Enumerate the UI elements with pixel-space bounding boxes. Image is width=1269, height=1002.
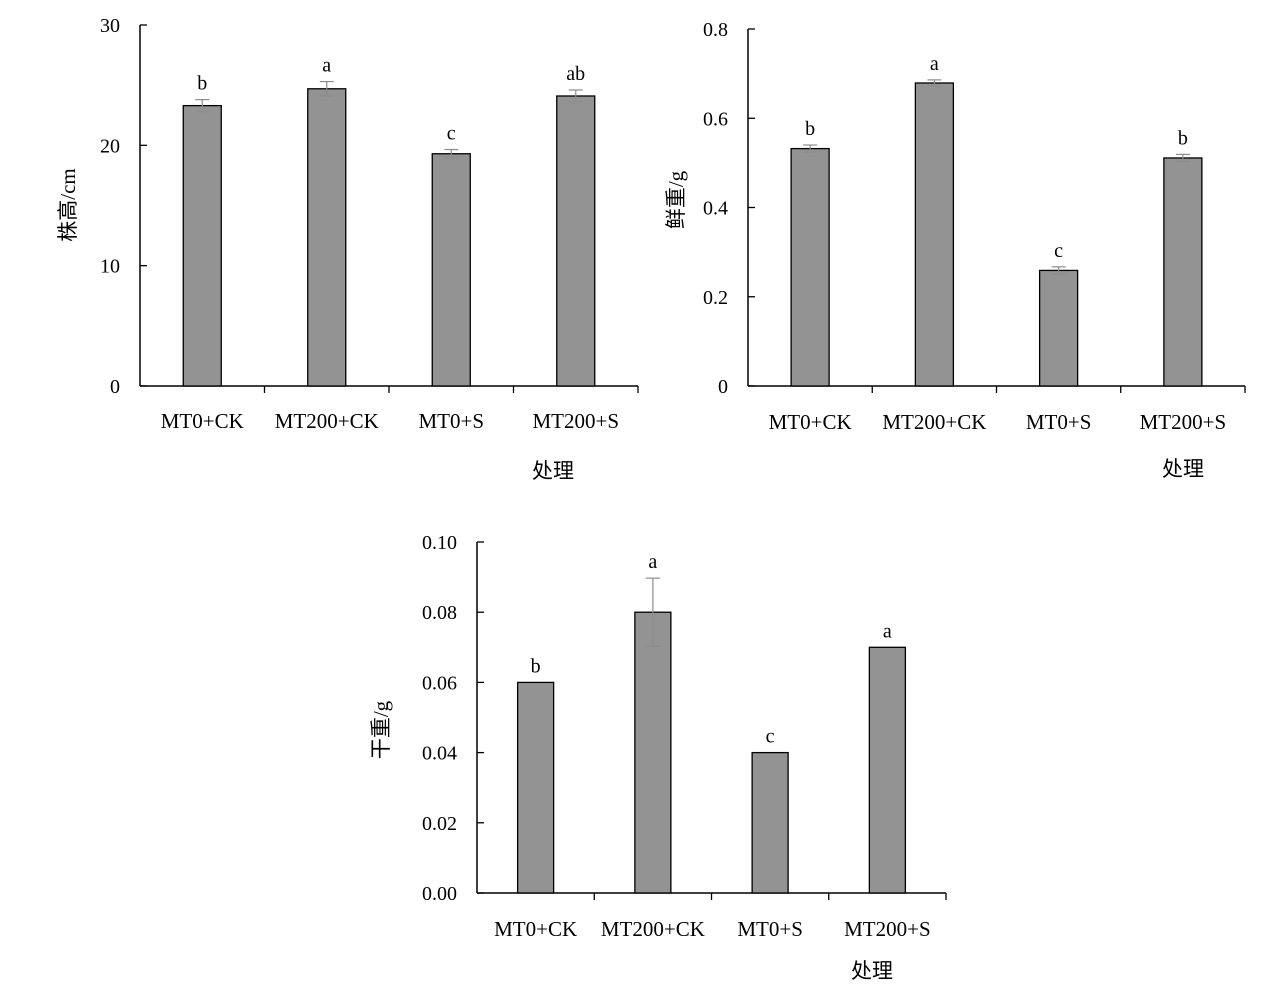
significance-label: c [1054, 240, 1063, 262]
x-axis-title: 处理 [851, 959, 893, 983]
y-tick-label: 0.10 [422, 532, 457, 554]
y-axis-title: 干重/g [369, 700, 393, 759]
significance-label: b [197, 73, 207, 95]
y-tick-label: 30 [100, 15, 120, 37]
y-tick-label: 0 [110, 376, 120, 398]
bar [868, 646, 907, 894]
x-axis-title: 处理 [532, 459, 574, 483]
significance-label: a [648, 551, 657, 573]
y-tick-label: 0.00 [422, 883, 457, 905]
significance-label: c [766, 726, 775, 748]
significance-label: b [531, 655, 541, 677]
category-label: MT200+S [532, 409, 619, 433]
y-tick-label: 0.4 [703, 198, 728, 220]
bar [790, 147, 830, 387]
bar [914, 82, 955, 387]
significance-label: c [447, 123, 456, 145]
chart-dry-weight: 0.00 0.02 0.04 0.06 0.08 0.10 b MT0+CK a MT200+CK… [369, 532, 947, 983]
category-label: MT200+S [1140, 410, 1227, 434]
x-axis-title: 处理 [1162, 457, 1204, 481]
significance-label: ab [566, 63, 585, 85]
significance-label: a [322, 55, 331, 77]
significance-label: a [883, 620, 892, 642]
category-label: MT0+CK [494, 917, 577, 941]
category-label: MT200+S [844, 917, 931, 941]
significance-label: a [930, 53, 939, 75]
category-label: MT200+CK [882, 410, 986, 434]
y-tick-label: 20 [100, 135, 120, 157]
category-label: MT0+S [1026, 410, 1092, 434]
bar [182, 104, 222, 387]
y-axis-title: 鲜重/g [664, 170, 688, 229]
category-label: MT200+CK [601, 917, 705, 941]
bar [556, 95, 596, 387]
y-tick-label: 0.06 [422, 672, 457, 694]
category-label: MT200+CK [275, 409, 379, 433]
y-tick-label: 0 [718, 376, 728, 398]
significance-label: b [805, 118, 815, 140]
category-label: MT0+S [737, 917, 803, 941]
y-tick-label: 0.8 [703, 19, 728, 41]
bar [516, 681, 555, 894]
category-label: MT0+CK [769, 410, 852, 434]
y-tick-label: 0.08 [422, 602, 457, 624]
chart-plant-height: 0 10 20 30 b MT0+CK a MT200+CK c MT0+S ab MT200+S 处理… [56, 15, 639, 483]
bar [431, 153, 471, 387]
bar [1038, 269, 1079, 387]
significance-label: b [1178, 127, 1188, 149]
y-tick-label: 0.02 [422, 813, 457, 835]
y-axis-title: 株高/cm [56, 168, 80, 242]
y-tick-label: 0.6 [703, 108, 728, 130]
bar [634, 611, 672, 894]
category-label: MT0+S [418, 409, 484, 433]
y-tick-label: 10 [100, 256, 120, 278]
y-tick-label: 0.04 [422, 743, 457, 765]
bar [751, 751, 789, 894]
category-label: MT0+CK [161, 409, 244, 433]
chart-fresh-weight: 0 0.2 0.4 0.6 0.8 b MT0+CK a MT200+CK c MT0+S b MT20… [664, 19, 1246, 481]
bar [307, 88, 347, 387]
bar [1163, 157, 1203, 387]
y-tick-label: 0.2 [703, 287, 728, 309]
